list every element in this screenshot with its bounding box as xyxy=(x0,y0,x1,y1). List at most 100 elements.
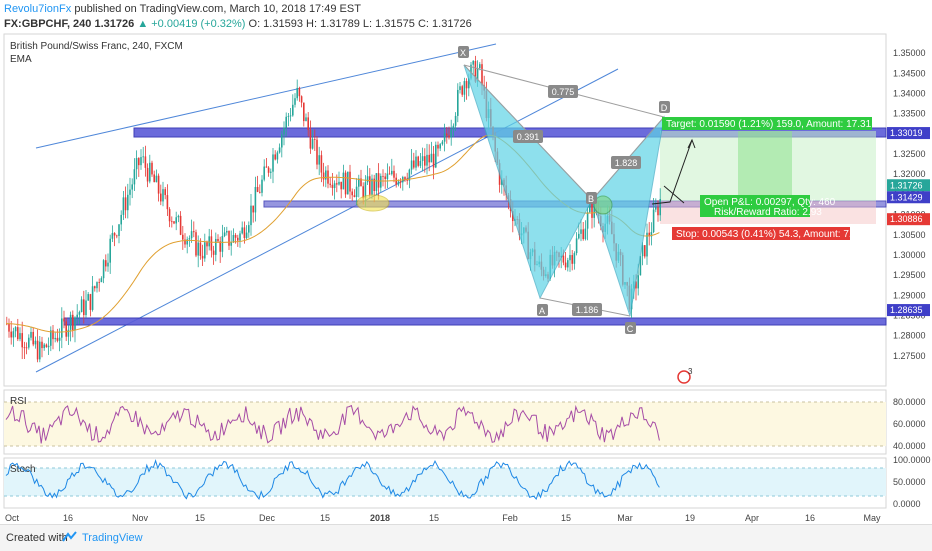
candle-body xyxy=(589,203,591,213)
brand-link[interactable]: TradingView xyxy=(82,532,143,544)
candle-body xyxy=(12,331,15,338)
candle-body xyxy=(162,189,164,202)
candle-body xyxy=(179,215,182,235)
candle-body xyxy=(8,323,10,332)
candle-body xyxy=(116,235,118,237)
candle-body xyxy=(329,183,331,185)
candle-body xyxy=(443,133,446,142)
footer-bar: Created with TradingView xyxy=(0,524,932,551)
candle-body xyxy=(593,200,595,218)
candle-body xyxy=(76,314,78,318)
projection-arrow xyxy=(651,139,693,205)
candle-body xyxy=(421,156,424,161)
candle-body xyxy=(417,156,419,166)
candle-body xyxy=(426,154,428,166)
candle-body xyxy=(96,282,98,289)
candle-body xyxy=(21,333,23,348)
stoch-tick-label: 0.0000 xyxy=(893,499,921,509)
pattern-ratio-badge xyxy=(572,303,602,316)
candle-body xyxy=(113,233,116,236)
price-tick-label: 1.34000 xyxy=(893,88,926,98)
candle-body xyxy=(206,242,208,247)
rsi-tick-label: 60.0000 xyxy=(893,419,926,429)
candle-body xyxy=(61,318,63,338)
price-tick-label: 1.32500 xyxy=(893,149,926,159)
stoch-tick-label: 100.0000 xyxy=(893,455,931,465)
candle-body xyxy=(584,228,587,240)
candle-body xyxy=(322,172,325,180)
stop-label-bg xyxy=(672,227,850,240)
candle-body xyxy=(399,181,402,183)
candle-body xyxy=(243,227,246,239)
open-price: O: 1.31593 xyxy=(248,18,303,30)
candle-body xyxy=(450,129,452,138)
candle-body xyxy=(127,194,129,211)
candle-body xyxy=(347,171,349,195)
event-icon[interactable] xyxy=(677,370,691,384)
candle-body xyxy=(637,275,639,289)
candle-body xyxy=(479,64,481,69)
candle-body xyxy=(294,98,296,105)
candle-body xyxy=(575,238,578,254)
candle-body xyxy=(582,229,584,240)
pattern-point-label: A xyxy=(539,306,545,316)
candle-body xyxy=(336,183,338,185)
candle-body xyxy=(481,64,483,86)
target-label-bg xyxy=(662,117,872,130)
price-tick-label: 1.33500 xyxy=(893,109,926,119)
price-flag xyxy=(887,191,930,204)
candle-body xyxy=(186,239,188,245)
price-chart[interactable]: British Pound/Swiss Franc, 240, FXCM EMA… xyxy=(0,32,932,524)
candle-body xyxy=(452,125,455,130)
candle-body xyxy=(573,253,576,264)
price-tick-label: 1.35000 xyxy=(893,48,926,58)
candle-body xyxy=(591,203,593,218)
candle-body xyxy=(635,281,637,289)
time-tick-label: May xyxy=(863,513,881,523)
pattern-ratio-label: 0.391 xyxy=(517,132,540,142)
price-flag xyxy=(887,127,930,140)
author-link[interactable]: Revolu7ionFx xyxy=(4,3,72,15)
candle-body xyxy=(465,81,468,89)
candle-body xyxy=(650,232,653,237)
candle-body xyxy=(219,241,221,252)
candle-body xyxy=(355,186,358,197)
pattern-point-badge xyxy=(537,304,548,316)
candle-body xyxy=(215,238,217,255)
candle-body xyxy=(659,199,661,216)
candle-body xyxy=(256,186,259,192)
candle-body xyxy=(446,133,448,136)
pattern-point-badge xyxy=(659,101,670,113)
time-tick-label: Apr xyxy=(745,513,759,523)
candle-body xyxy=(344,172,347,195)
candle-body xyxy=(360,178,362,187)
price-axis: 1.350001.345001.340001.335001.330001.325… xyxy=(887,48,930,361)
candle-body xyxy=(586,212,589,229)
stop-label: Stop: 0.00543 (0.41%) 54.3, Amount: 7.5 xyxy=(676,229,858,240)
stoch-band xyxy=(4,468,886,496)
candle-body xyxy=(164,189,166,196)
candle-body xyxy=(197,242,199,256)
pattern-point-badge xyxy=(458,46,469,58)
price-tick-label: 1.29500 xyxy=(893,270,926,280)
candle-body xyxy=(221,236,224,252)
candle-body xyxy=(351,191,353,196)
candle-body xyxy=(639,256,642,276)
candle-body xyxy=(296,87,298,99)
candle-body xyxy=(342,172,345,190)
candle-body xyxy=(25,347,28,349)
candle-body xyxy=(34,340,37,345)
candle-body xyxy=(391,170,393,175)
candle-body xyxy=(91,286,94,310)
candle-body xyxy=(52,330,54,340)
candle-body xyxy=(472,61,474,65)
candle-body xyxy=(212,250,215,255)
candle-body xyxy=(375,173,378,192)
created-with: Created with xyxy=(6,532,68,544)
candle-body xyxy=(94,286,96,289)
candle-body xyxy=(641,245,644,257)
candle-body xyxy=(364,182,367,199)
candle-body xyxy=(459,86,461,90)
candle-body xyxy=(377,173,380,188)
time-tick-label: 2018 xyxy=(370,513,390,523)
